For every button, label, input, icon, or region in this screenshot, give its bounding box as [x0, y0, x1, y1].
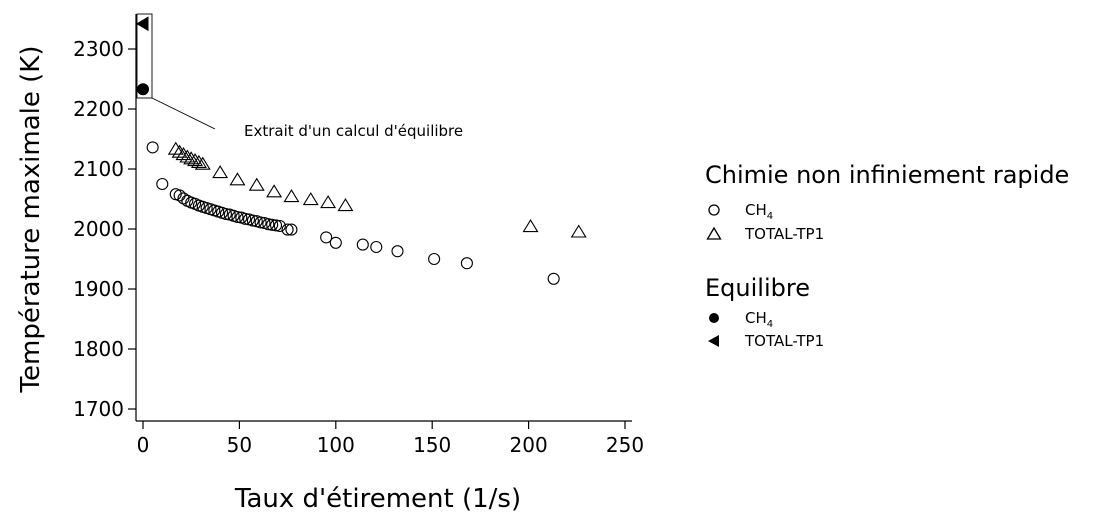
- data-point-ch4-kinetic: [281, 223, 294, 236]
- legend-label-ch4-kinetic: CH4: [745, 201, 773, 222]
- data-point-ch4-kinetic: [156, 177, 169, 191]
- data-point-ch4-equilibrium: [137, 83, 149, 96]
- legend-marker-shape: [709, 313, 719, 323]
- data-point-total-tp1-kinetic: [183, 151, 200, 165]
- x-tick-label: 250: [606, 433, 644, 457]
- legend: Chimie non infiniement rapide CH4 TOTAL-…: [705, 161, 1069, 350]
- data-point-total-tp1-kinetic: [171, 144, 188, 158]
- legend-label-total-tp1-kinetic: TOTAL-TP1: [744, 225, 824, 243]
- data-points: [136, 16, 587, 285]
- data-point-total-tp1-kinetic: [175, 147, 192, 161]
- data-point-ch4-kinetic: [254, 216, 267, 229]
- data-point-ch4-kinetic: [266, 218, 279, 231]
- data-point-total-tp1-kinetic: [190, 154, 207, 168]
- y-tick-label: 2100: [73, 157, 124, 181]
- data-point-total-tp1-kinetic: [179, 149, 196, 163]
- data-point-ch4-kinetic: [269, 219, 283, 232]
- data-point-ch4-kinetic: [329, 236, 342, 249]
- data-point-ch4-kinetic: [391, 245, 404, 258]
- x-tick-label: 200: [510, 433, 548, 457]
- data-point-ch4-kinetic: [356, 238, 369, 251]
- data-point-ch4-kinetic: [231, 210, 244, 224]
- data-point-ch4-kinetic: [285, 223, 298, 236]
- data-point-total-tp1-kinetic: [283, 189, 300, 203]
- legend-marker-circle-filled: [709, 313, 719, 323]
- y-tick-label: 2200: [73, 97, 124, 121]
- legend-marker-circle-open: [708, 204, 720, 216]
- data-point-ch4-kinetic: [219, 207, 232, 221]
- x-tick-label: 100: [317, 433, 355, 457]
- y-tick-label: 2300: [73, 37, 124, 61]
- y-tick-label: 2000: [73, 217, 124, 241]
- data-point-total-tp1-kinetic: [212, 165, 229, 179]
- annotation-leader-line: [151, 97, 216, 130]
- data-point-ch4-kinetic: [246, 214, 259, 227]
- data-point-ch4-kinetic: [428, 252, 441, 266]
- data-point-ch4-kinetic: [173, 189, 186, 202]
- y-tick-label: 1900: [73, 277, 124, 301]
- x-ticks: 0 50 100 150 200 250: [137, 421, 644, 457]
- y-axis-title: Température maximale (K): [16, 46, 46, 394]
- data-point-total-tp1-kinetic: [187, 153, 204, 167]
- y-tick-label: 1700: [73, 397, 124, 421]
- legend-group-title-1: Chimie non infiniement rapide: [705, 161, 1069, 189]
- data-point-total-tp1-kinetic: [570, 224, 587, 238]
- legend-entry-total-tp1-equilibrium: TOTAL-TP1: [708, 332, 824, 350]
- legend-entry-ch4-kinetic: CH4: [708, 201, 773, 222]
- data-point-total-tp1-kinetic: [266, 184, 283, 198]
- annotation-label: Extrait d'un calcul d'équilibre: [244, 122, 463, 140]
- data-point-total-tp1-kinetic: [229, 172, 246, 186]
- legend-marker-shape: [708, 204, 720, 216]
- legend-group-title-2: Equilibre: [705, 274, 810, 302]
- data-point-ch4-kinetic: [146, 141, 159, 154]
- y-ticks: 1700 1800 1900 2000 2100 2200 2300: [73, 37, 136, 421]
- legend-marker-triangle-open: [706, 226, 722, 240]
- legend-marker-shape: [708, 335, 719, 347]
- legend-label-total-tp1-equilibrium: TOTAL-TP1: [744, 332, 824, 350]
- data-point-total-tp1-kinetic: [194, 156, 211, 170]
- data-point-ch4-kinetic: [320, 231, 333, 244]
- legend-marker-shape: [706, 226, 722, 240]
- data-point-total-tp1-kinetic: [320, 195, 337, 209]
- data-point-ch4-kinetic: [370, 240, 383, 254]
- data-point-total-tp1-kinetic: [337, 198, 354, 212]
- x-tick-label: 150: [413, 433, 451, 457]
- data-point-ch4-kinetic: [273, 219, 286, 233]
- data-point-total-tp1-equilibrium: [136, 16, 149, 32]
- x-axis-title: Taux d'étirement (1/s): [234, 484, 521, 514]
- data-point-ch4-kinetic: [177, 192, 190, 205]
- data-point-total-tp1-kinetic: [167, 141, 184, 155]
- annotation-box: [136, 13, 153, 99]
- legend-entry-ch4-equilibrium: CH4: [709, 309, 773, 330]
- data-point-ch4-kinetic: [239, 212, 252, 225]
- x-tick-label: 0: [137, 433, 150, 457]
- data-point-ch4-kinetic: [262, 218, 275, 231]
- legend-marker-triangle-left-filled: [708, 335, 719, 347]
- legend-label-ch4-equilibrium: CH4: [745, 309, 773, 330]
- data-point-total-tp1-kinetic: [522, 219, 539, 233]
- y-tick-label: 1800: [73, 337, 124, 361]
- data-point-total-tp1-kinetic: [248, 177, 265, 191]
- data-point-ch4-kinetic: [547, 272, 560, 285]
- x-tick-label: 50: [227, 433, 252, 457]
- legend-entry-total-tp1-kinetic: TOTAL-TP1: [706, 225, 824, 243]
- data-point-total-tp1-kinetic: [302, 192, 319, 206]
- data-point-ch4-kinetic: [460, 257, 473, 270]
